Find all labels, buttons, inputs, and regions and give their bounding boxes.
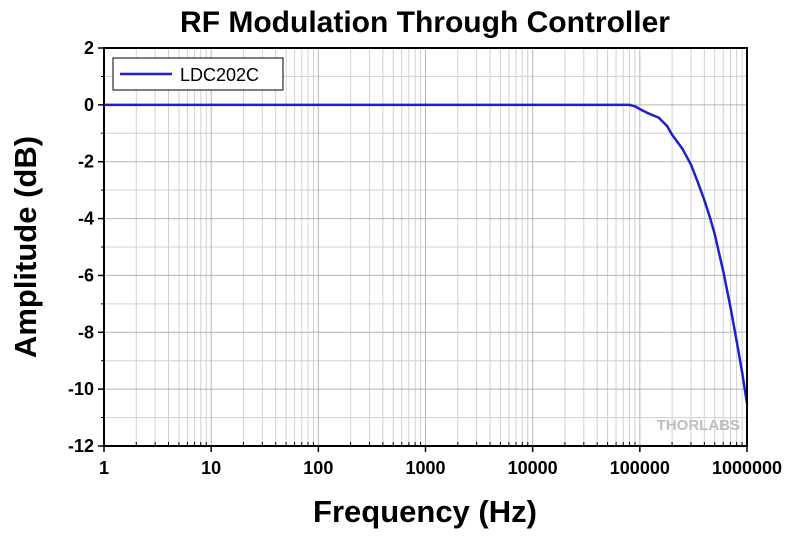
data-point [696,181,700,185]
x-tick-label: 100000 [610,458,670,478]
x-axis-label: Frequency (Hz) [313,494,537,529]
data-point [689,163,693,166]
y-axis-label: Amplitude (dB) [8,136,43,358]
y-tick-label: -4 [78,209,94,229]
data-point [606,103,609,107]
x-tick-label: 1000000 [712,458,782,478]
y-tick-label: -12 [68,436,94,456]
legend: LDC202C [112,57,284,91]
data-point [647,112,650,115]
y-tick-label: -10 [68,379,94,399]
y-tick-label: 0 [84,95,94,115]
data-point [670,133,674,136]
data-point [424,103,427,107]
y-tick-label: -6 [78,265,94,285]
data-point [657,116,660,119]
legend-label-ldc202c: LDC202C [180,65,259,85]
data-point [740,370,744,374]
data-point [708,215,712,219]
data-point [681,147,684,151]
data-point [703,198,706,202]
x-tick-label: 10000 [508,458,558,478]
data-point [628,103,631,107]
plot-frame [103,47,748,447]
data-point [722,269,725,273]
y-tick-label: -8 [78,322,94,342]
data-point [713,233,716,236]
data-point [735,339,738,343]
data-point [665,124,669,128]
data-point [729,305,732,308]
y-tick-labels: 2 0 -2 -4 -6 -8 -10 -12 [68,38,94,456]
data-point [317,103,320,107]
x-tick-label: 1000 [405,458,445,478]
y-tick-label: 2 [84,38,94,58]
x-tick-label: 100 [303,458,333,478]
y-tick-label: -2 [78,152,94,172]
thorlabs-watermark: THORLABS [657,417,740,434]
data-point [633,105,637,108]
x-tick-labels: 1 10 100 1000 10000 100000 1000000 [99,458,782,478]
data-point [638,107,642,111]
axis-ticks [98,47,748,452]
data-point [622,103,625,107]
chart-title: RF Modulation Through Controller [180,6,670,39]
data-point [531,103,534,107]
x-tick-label: 10 [201,458,221,478]
x-tick-label: 1 [99,458,109,478]
data-point [209,103,213,107]
